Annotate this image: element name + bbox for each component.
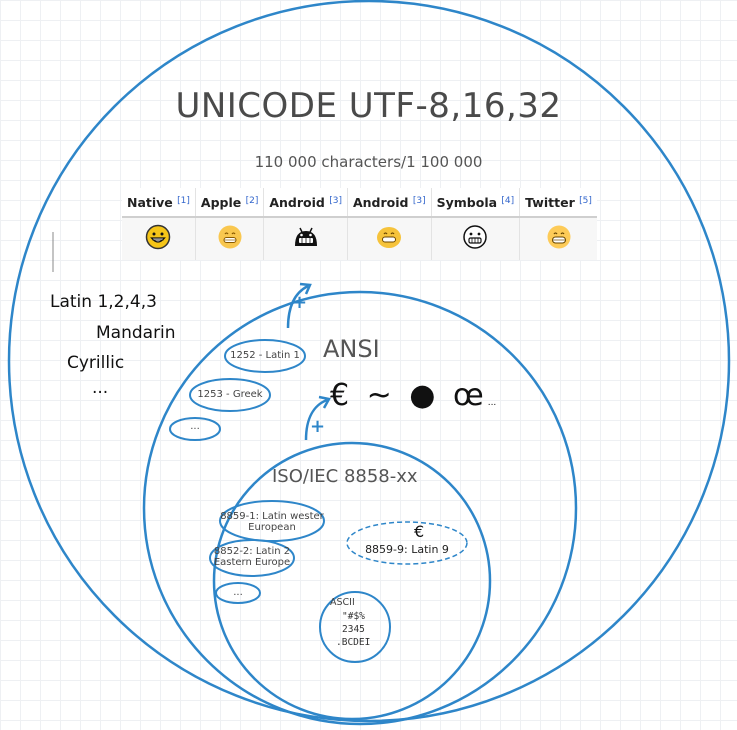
codepage-more-label: ...	[190, 421, 200, 432]
emoji-comparison-table: Native [1] Apple [2] Android [3] Android…	[122, 188, 597, 260]
ansi-plus-sign: +	[292, 292, 308, 313]
emoji-table-header-row: Native [1] Apple [2] Android [3] Android…	[122, 188, 597, 218]
col-header-symbola: Symbola [4]	[431, 188, 521, 218]
col-header-android: Android [3]	[263, 188, 348, 218]
script-cyrillic: Cyrillic	[67, 353, 125, 373]
iso-plus-sign: +	[310, 416, 326, 437]
emoji-cell	[263, 217, 348, 260]
codepage-1253-label: 1253 - Greek	[197, 389, 263, 400]
col-header-twitter: Twitter [5]	[519, 188, 597, 218]
script-more: ...	[92, 378, 109, 398]
script-latin: Latin 1,2,4,3	[50, 292, 157, 312]
unicode-subtitle: 110 000 characters/1 100 000	[254, 153, 483, 171]
iso-circle	[212, 441, 492, 721]
iso-oval-8852-2	[209, 539, 295, 577]
script-mandarin: Mandarin	[96, 323, 176, 343]
ansi-symbols-text: € ~ ● œ	[330, 378, 488, 413]
iso-label: ISO/IEC 8858-xx	[272, 466, 418, 487]
ansi-label: ANSI	[323, 335, 380, 363]
latin9-oval	[346, 521, 468, 565]
emoji-table-row	[122, 217, 597, 260]
ansi-extra-symbols: € ~ ● œ...	[330, 378, 496, 413]
ref-link[interactable]: [2]	[245, 195, 259, 206]
ansi-arrow-head	[299, 282, 312, 295]
col-header-native: Native [1]	[122, 188, 196, 218]
iso-oval-more	[215, 582, 261, 604]
ascii-sample-chars: "#$% 2345 .BCDEI	[336, 611, 371, 648]
grinning-face-native-icon	[146, 224, 171, 250]
codepage-oval-1252	[224, 339, 306, 373]
ansi-symbols-trailer: ...	[487, 398, 497, 408]
ascii-label: ASCII	[330, 597, 355, 608]
iso-arrow-head	[318, 395, 331, 409]
euro-symbol: €	[414, 522, 425, 541]
iso-oval-8859-1	[219, 500, 325, 542]
col-header-apple: Apple [2]	[195, 188, 265, 218]
unicode-title: UNICODE UTF-8,16,32	[175, 86, 562, 126]
emoji-cell	[195, 217, 265, 260]
iso-to-ansi-arrow	[304, 398, 328, 441]
grinning-face-symbola-icon	[463, 225, 488, 249]
ref-link[interactable]: [3]	[412, 195, 426, 206]
grinning-face-apple-icon	[218, 225, 242, 249]
grinning-face-android-robot-icon	[294, 227, 317, 246]
grinning-face-twitter-icon	[547, 225, 570, 249]
emoji-cell	[519, 217, 597, 260]
col-header-android-2: Android [3]	[347, 188, 432, 218]
ref-link[interactable]: [5]	[579, 195, 592, 206]
emoji-cell	[431, 217, 521, 260]
codepage-1252-label: 1252 - Latin 1	[230, 350, 300, 361]
ref-link[interactable]: [4]	[501, 195, 515, 206]
iso-part-more-label: ...	[233, 587, 243, 598]
codepage-oval-more	[169, 417, 221, 441]
ansi-circle	[142, 290, 578, 726]
emoji-cell	[122, 217, 196, 260]
codepage-oval-1253	[189, 378, 271, 412]
ansi-to-unicode-arrow	[286, 284, 309, 329]
emoji-cell	[347, 217, 432, 260]
iso-part-8859-1-label: 8859-1: Latin wester European	[220, 511, 324, 533]
ref-link[interactable]: [3]	[329, 195, 342, 206]
grinning-face-android-icon	[377, 227, 402, 248]
latin9-label: 8859-9: Latin 9	[365, 543, 449, 556]
ref-link[interactable]: [1]	[177, 195, 190, 206]
iso-part-8852-2-label: 8852-2: Latin 2 Eastern Europe	[213, 546, 291, 568]
ascii-circle	[319, 591, 391, 663]
unicode-circle	[7, 0, 731, 723]
